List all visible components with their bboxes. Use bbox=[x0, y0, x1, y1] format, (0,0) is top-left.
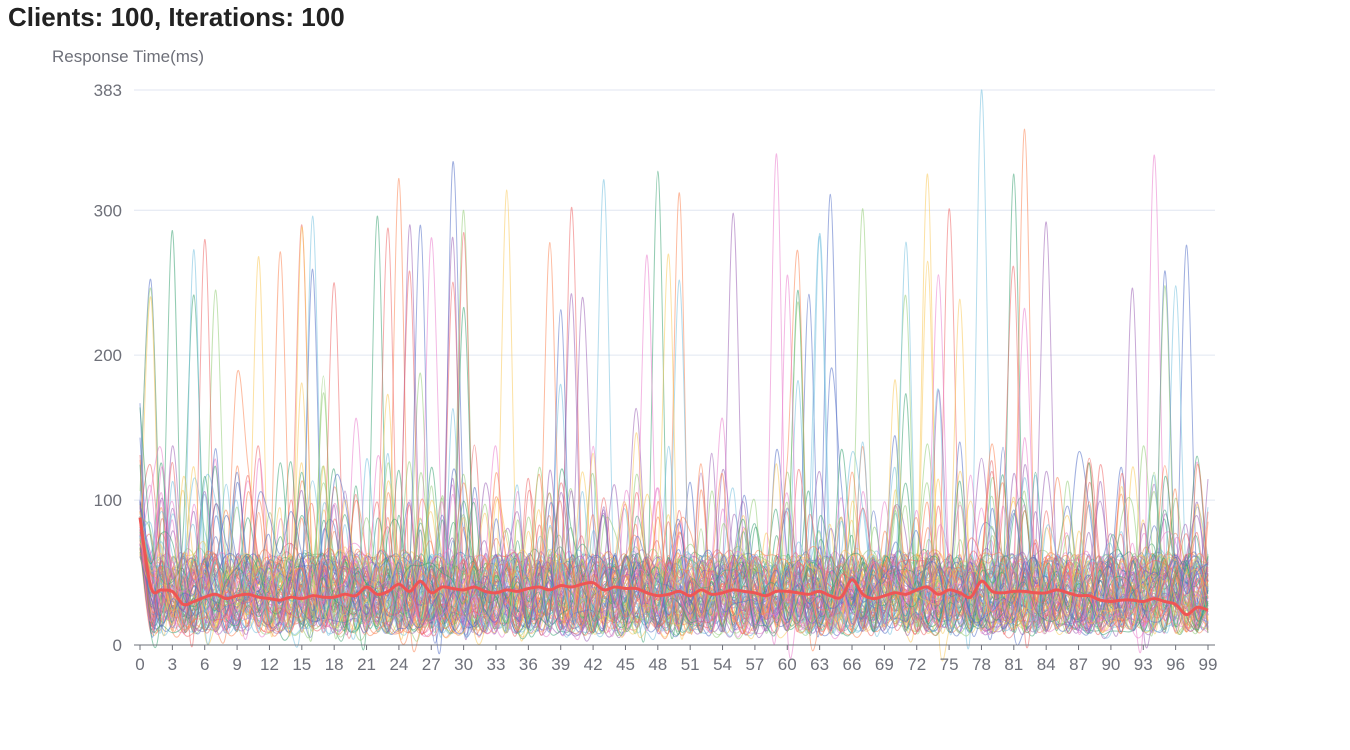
y-tick-label: 200 bbox=[94, 346, 122, 365]
x-axis: 0 3 6 9 12 15 18 21 24 27 30 33 36 39 42 45 48 51 54 57 60 63… bbox=[134, 644, 1218, 674]
client-series-line bbox=[139, 226, 1209, 638]
x-tick-label: 51 bbox=[681, 655, 700, 674]
average-series-line bbox=[138, 517, 1209, 617]
x-tick-label: 48 bbox=[648, 655, 667, 674]
x-tick-label: 63 bbox=[810, 655, 829, 674]
x-tick-label: 45 bbox=[616, 655, 635, 674]
x-tick-label: 15 bbox=[292, 655, 311, 674]
client-series-line bbox=[139, 265, 1209, 649]
x-tick-label: 99 bbox=[1199, 655, 1218, 674]
x-tick-label: 18 bbox=[325, 655, 344, 674]
y-tick-label: 0 bbox=[113, 636, 122, 655]
x-tick-label: 78 bbox=[972, 655, 991, 674]
x-tick-label: 75 bbox=[940, 655, 959, 674]
average-series bbox=[138, 517, 1209, 617]
x-tick-label: 6 bbox=[200, 655, 209, 674]
x-tick-label: 81 bbox=[1004, 655, 1023, 674]
x-tick-label: 27 bbox=[422, 655, 441, 674]
client-series-line bbox=[139, 463, 1209, 645]
x-tick-label: 9 bbox=[232, 655, 241, 674]
x-tick-label: 84 bbox=[1037, 655, 1056, 674]
y-tick-label: 300 bbox=[94, 201, 122, 220]
x-tick-label: 87 bbox=[1069, 655, 1088, 674]
x-tick-label: 39 bbox=[551, 655, 570, 674]
x-tick-label: 72 bbox=[907, 655, 926, 674]
x-tick-label: 96 bbox=[1166, 655, 1185, 674]
x-tick-label: 24 bbox=[389, 655, 408, 674]
x-tick-label: 21 bbox=[357, 655, 376, 674]
x-tick-label: 54 bbox=[713, 655, 732, 674]
client-series-line bbox=[139, 445, 1209, 639]
y-tick-label: 100 bbox=[94, 491, 122, 510]
x-tick-label: 69 bbox=[875, 655, 894, 674]
client-series-line bbox=[139, 128, 1209, 644]
x-tick-label: 30 bbox=[454, 655, 473, 674]
x-tick-label: 12 bbox=[260, 655, 279, 674]
x-tick-label: 33 bbox=[487, 655, 506, 674]
x-tick-label: 42 bbox=[584, 655, 603, 674]
chart-title: Clients: 100, Iterations: 100 bbox=[8, 2, 345, 32]
client-series-line bbox=[139, 241, 1209, 637]
y-axis-title: Response Time(ms) bbox=[52, 47, 204, 66]
y-axis-ticks: 0 100 200 300 383 bbox=[94, 81, 122, 655]
x-tick-label: 0 bbox=[135, 655, 144, 674]
client-series-line bbox=[139, 466, 1209, 639]
x-tick-label: 66 bbox=[843, 655, 862, 674]
client-series-line bbox=[139, 379, 1209, 640]
y-tick-label: 383 bbox=[94, 81, 122, 100]
x-tick-label: 36 bbox=[519, 655, 538, 674]
x-tick-label: 60 bbox=[778, 655, 797, 674]
x-tick-label: 90 bbox=[1101, 655, 1120, 674]
x-tick-label: 3 bbox=[168, 655, 177, 674]
x-tick-label: 57 bbox=[745, 655, 764, 674]
x-tick-label: 93 bbox=[1134, 655, 1153, 674]
client-series-line bbox=[139, 249, 1209, 645]
client-series-line bbox=[139, 287, 1209, 649]
client-series-lines bbox=[139, 89, 1209, 662]
client-series-line bbox=[139, 309, 1209, 635]
client-series-line bbox=[139, 472, 1209, 637]
